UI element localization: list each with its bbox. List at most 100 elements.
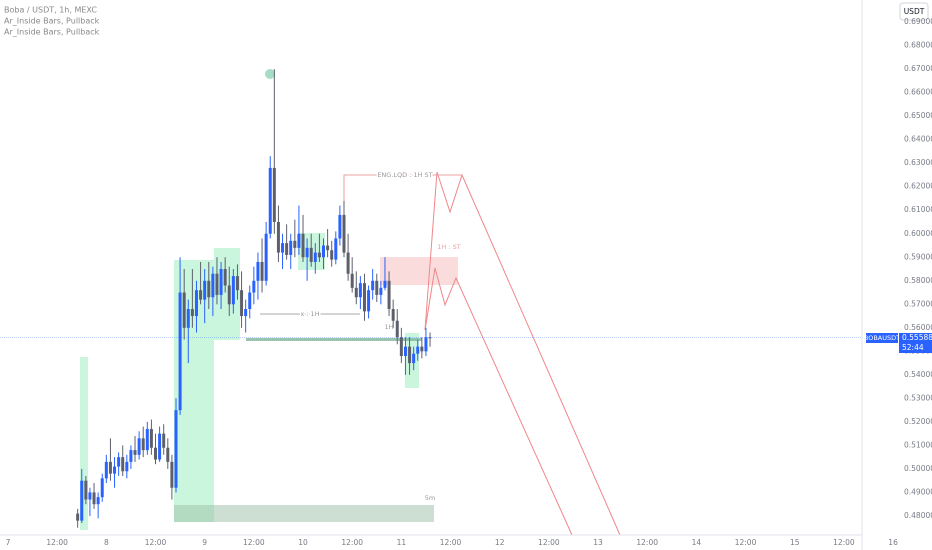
x-tick-label: 12:00 <box>46 538 68 547</box>
candle-body <box>383 280 387 288</box>
level-line <box>246 338 422 341</box>
candle-body <box>145 428 149 451</box>
candle-body <box>391 309 395 321</box>
x-tick-label: 8 <box>104 538 109 547</box>
candle-body <box>350 273 354 288</box>
y-tick-label: 0.56000 <box>904 323 932 332</box>
candle-body <box>235 276 239 291</box>
countdown: 52:44 <box>902 343 924 352</box>
candle-body <box>244 309 248 317</box>
y-tick-label: 0.67000 <box>904 64 932 73</box>
projection-path <box>424 171 621 536</box>
currency-button-label[interactable]: USDT <box>904 7 925 16</box>
candle-body <box>416 346 420 354</box>
x-tick-label: 14 <box>692 538 702 547</box>
candle-body <box>92 492 96 505</box>
y-tick-label: 0.60000 <box>904 229 932 238</box>
y-tick-label: 0.69000 <box>904 17 932 26</box>
candle-body <box>84 480 88 500</box>
candle-body <box>362 283 366 312</box>
candle-body <box>149 428 153 448</box>
x-tick-label: 11 <box>397 538 407 547</box>
liquidity-line <box>343 174 462 210</box>
candle-body <box>117 457 121 467</box>
candle-body <box>141 438 145 451</box>
y-tick-label: 0.49000 <box>904 487 932 496</box>
candle-body <box>289 240 293 255</box>
candle-body <box>137 438 141 455</box>
candle-body <box>129 450 133 462</box>
indicator-name: Ar_Inside Bars, Pullback <box>4 17 100 26</box>
candle-body <box>88 492 92 500</box>
x-tick-label: 12:00 <box>243 538 265 547</box>
candle-body <box>133 450 137 455</box>
x-tick-label: 13 <box>593 538 603 547</box>
y-tick-label: 0.50000 <box>904 464 932 473</box>
y-tick-label: 0.52000 <box>904 417 932 426</box>
candle-body <box>281 243 285 253</box>
annotation: 5m <box>425 494 435 502</box>
x-tick-label: 15 <box>790 538 800 547</box>
candle-body <box>260 261 264 281</box>
candle-body <box>354 287 358 298</box>
projection-path <box>424 267 573 536</box>
x-tick-label: 10 <box>298 538 308 547</box>
candle-body <box>322 245 326 258</box>
candle-body <box>338 214 342 239</box>
candle-body <box>276 221 280 253</box>
candle-body <box>190 309 194 317</box>
candle-body <box>231 276 235 305</box>
y-tick-label: 0.65000 <box>904 111 932 120</box>
candle-body <box>96 497 100 505</box>
symbol-title: Boba / USDT, 1h, MEXC <box>4 6 97 15</box>
annotation: 1H <box>384 323 393 331</box>
candle-body <box>424 337 428 352</box>
candle-body <box>330 250 334 260</box>
x-tick-label: 12:00 <box>145 538 167 547</box>
candle-body <box>342 214 346 253</box>
x-tick-label: 12:00 <box>636 538 658 547</box>
base-zone <box>174 505 434 522</box>
candle-body <box>412 353 416 364</box>
annotation: ENG.LQD : 1H ST <box>377 171 432 179</box>
candle-body <box>375 280 379 295</box>
candle-body <box>272 167 276 222</box>
supply-zone <box>380 257 458 285</box>
y-tick-label: 0.53000 <box>904 393 932 402</box>
candle-body <box>125 461 129 472</box>
y-tick-label: 0.68000 <box>904 41 932 50</box>
candle-body <box>113 466 117 474</box>
candle-body <box>399 337 403 357</box>
candle-body <box>108 461 112 474</box>
candle-body <box>326 245 330 251</box>
y-tick-label: 0.66000 <box>904 88 932 97</box>
candle-body <box>293 240 297 248</box>
demand-zone <box>80 357 88 530</box>
candles <box>0 69 862 528</box>
x-tick-label: 12:00 <box>735 538 757 547</box>
candle-body <box>186 309 190 328</box>
candle-body <box>182 292 186 328</box>
candle-body <box>174 410 178 488</box>
candle-body <box>76 513 80 521</box>
candle-body <box>371 280 375 291</box>
x-tick-label: 16 <box>888 538 898 547</box>
indicator-name: Ar_Inside Bars, Pullback <box>4 28 100 37</box>
candle-body <box>154 447 158 460</box>
candle-body <box>268 167 272 234</box>
candle-body <box>403 346 407 357</box>
x-tick-label: 12:00 <box>833 538 855 547</box>
candle-body <box>162 433 166 448</box>
y-tick-label: 0.54000 <box>904 370 932 379</box>
candle-body <box>178 292 182 411</box>
candle-body <box>223 269 227 286</box>
candle-body <box>215 273 219 295</box>
x-tick-label: 12:00 <box>341 538 363 547</box>
candle-body <box>346 252 350 274</box>
currency-button[interactable] <box>899 2 929 21</box>
candle-body <box>334 238 338 260</box>
y-tick-label: 0.62000 <box>904 182 932 191</box>
candle-body <box>207 280 211 298</box>
candle-body <box>248 292 252 310</box>
